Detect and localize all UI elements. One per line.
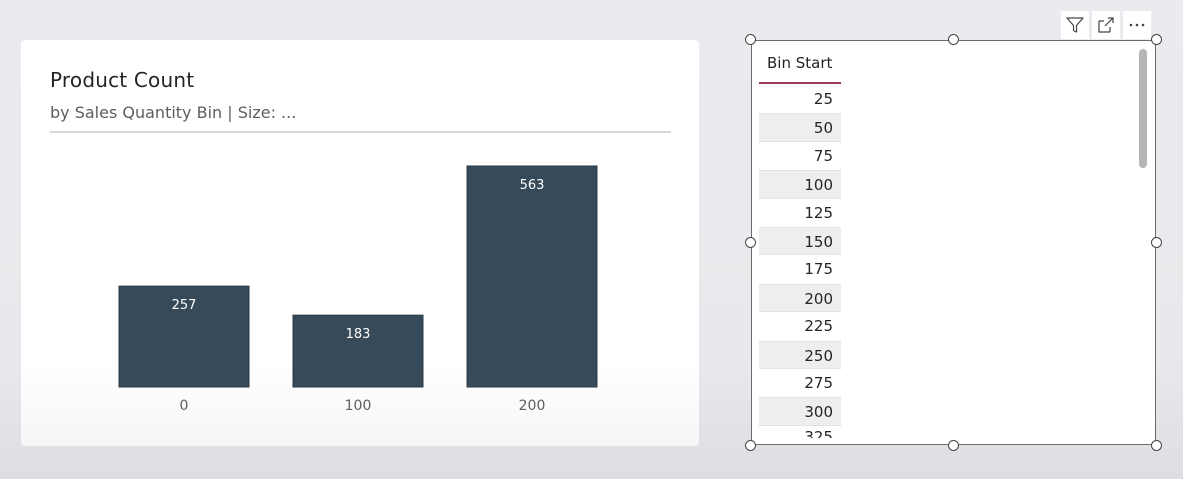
table-rows: 25 50 75 100 125 150 175 200 225 250 275 300 325 (759, 85, 841, 438)
resize-handle-top-right[interactable] (1151, 34, 1162, 45)
x-tick-label-100: 100 (345, 398, 372, 414)
filter-button[interactable] (1061, 11, 1089, 39)
more-options-button[interactable] (1123, 11, 1151, 39)
data-label-200: 563 (520, 178, 545, 193)
resize-handle-left[interactable] (745, 237, 756, 248)
table-row[interactable]: 75 (813, 146, 833, 165)
table-row[interactable]: 50 (759, 113, 841, 142)
focus-mode-button[interactable] (1092, 11, 1120, 39)
table-row[interactable]: 275 (804, 373, 833, 392)
focus-mode-icon (1098, 17, 1114, 33)
data-label-100: 183 (346, 327, 371, 342)
visual-header-toolbar (1061, 11, 1151, 39)
data-label-0: 257 (172, 298, 197, 313)
chart-card[interactable]: Product Count by Sales Quantity Bin | Si… (21, 40, 699, 446)
chart-title: Product Count (50, 68, 195, 92)
table-row[interactable]: 300 (759, 397, 841, 426)
vertical-scrollbar[interactable] (1139, 49, 1147, 168)
table-row[interactable]: 325 (804, 427, 833, 438)
bar-chart[interactable]: 257 0 183 100 563 200 (21, 40, 699, 446)
bar-100[interactable] (292, 314, 424, 388)
more-options-icon (1129, 23, 1145, 27)
resize-handle-right[interactable] (1151, 237, 1162, 248)
table-row[interactable]: 175 (804, 260, 833, 279)
table-row[interactable]: 125 (804, 203, 833, 222)
resize-handle-top[interactable] (948, 34, 959, 45)
x-tick-label-200: 200 (519, 398, 546, 414)
table-row[interactable]: 200 (759, 283, 841, 313)
column-header-bin-start[interactable]: Bin Start (759, 49, 841, 84)
resize-handle-bottom-left[interactable] (745, 440, 756, 451)
bar-200[interactable] (466, 165, 598, 388)
resize-handle-top-left[interactable] (745, 34, 756, 45)
table-row[interactable]: 100 (759, 170, 841, 199)
table-row[interactable]: 250 (759, 340, 841, 369)
chart-subtitle: by Sales Quantity Bin | Size: ... (50, 103, 297, 122)
table-row[interactable]: 25 (813, 90, 833, 108)
resize-handle-bottom-right[interactable] (1151, 440, 1162, 451)
table: Bin Start 25 50 75 100 125 150 175 200 225 250 275… (759, 49, 841, 443)
filter-icon (1066, 17, 1084, 33)
x-tick-label-0: 0 (180, 398, 189, 414)
bar-0[interactable] (118, 285, 250, 388)
title-divider (50, 131, 671, 133)
resize-handle-bottom[interactable] (948, 440, 959, 451)
table-row[interactable]: 225 (804, 317, 833, 336)
table-visual[interactable]: Bin Start 25 50 75 100 125 150 175 200 225 250 275… (751, 40, 1156, 445)
table-row[interactable]: 150 (759, 226, 841, 256)
